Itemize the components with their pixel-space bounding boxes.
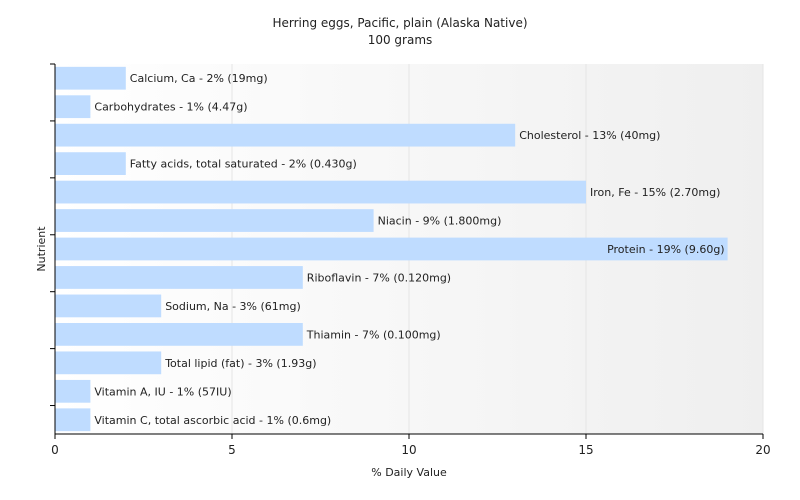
bar-label: Calcium, Ca - 2% (19mg) bbox=[130, 72, 268, 85]
x-tick-label: 10 bbox=[401, 443, 416, 457]
bar-label: Total lipid (fat) - 3% (1.93g) bbox=[164, 357, 316, 370]
bar-label: Thiamin - 7% (0.100mg) bbox=[306, 328, 441, 341]
chart-subtitle: 100 grams bbox=[368, 33, 433, 47]
bar-label: Cholesterol - 13% (40mg) bbox=[519, 129, 660, 142]
bar bbox=[55, 237, 728, 261]
bar-label: Vitamin A, IU - 1% (57IU) bbox=[94, 385, 231, 398]
x-tick-label: 5 bbox=[228, 443, 236, 457]
bar bbox=[55, 209, 374, 232]
bar-label: Vitamin C, total ascorbic acid - 1% (0.6… bbox=[94, 414, 331, 427]
bar-label: Riboflavin - 7% (0.120mg) bbox=[307, 271, 451, 284]
x-tick-label: 15 bbox=[578, 443, 593, 457]
bar bbox=[55, 66, 126, 90]
bar-label: Carbohydrates - 1% (4.47g) bbox=[94, 101, 247, 114]
bar bbox=[55, 180, 586, 204]
y-axis-ticks bbox=[50, 63, 55, 407]
bar bbox=[55, 95, 91, 119]
bar bbox=[55, 379, 91, 403]
bar bbox=[55, 152, 126, 175]
y-axis-title: Nutrient bbox=[35, 226, 48, 272]
x-axis-ticks: 0 5 10 15 20 bbox=[51, 434, 771, 457]
bar bbox=[55, 351, 162, 375]
x-tick-label: 20 bbox=[755, 443, 770, 457]
bar-label: Sodium, Na - 3% (61mg) bbox=[165, 300, 301, 313]
bar-label: Niacin - 9% (1.800mg) bbox=[378, 215, 502, 228]
bar bbox=[55, 408, 91, 432]
x-axis-title: % Daily Value bbox=[371, 466, 447, 479]
bar bbox=[55, 266, 303, 289]
bar-labels: Calcium, Ca - 2% (19mg) Carbohydrates - 1… bbox=[94, 72, 724, 427]
bar-label: Fatty acids, total saturated - 2% (0.430… bbox=[130, 158, 357, 171]
bar bbox=[55, 123, 516, 147]
bars bbox=[55, 66, 728, 432]
bar-label: Protein - 19% (9.60g) bbox=[607, 243, 725, 256]
x-tick-label: 0 bbox=[51, 443, 59, 457]
bar-label: Iron, Fe - 15% (2.70mg) bbox=[590, 186, 720, 199]
bar bbox=[55, 294, 162, 318]
chart-title: Herring eggs, Pacific, plain (Alaska Nat… bbox=[272, 16, 527, 30]
bar bbox=[55, 323, 303, 346]
